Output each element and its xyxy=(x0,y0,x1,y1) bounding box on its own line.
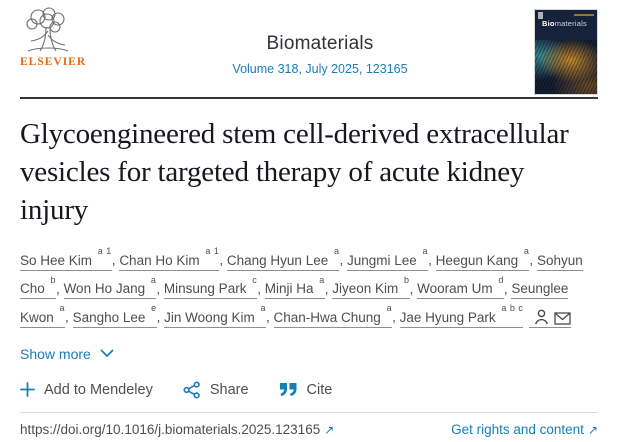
article-title: Glycoengineered stem cell-derived extrac… xyxy=(20,118,569,226)
journal-cover-thumbnail[interactable]: Biomaterials xyxy=(534,9,598,95)
doi-link[interactable]: https://doi.org/10.1016/j.biomaterials.2… xyxy=(20,422,334,437)
footer-links-row: https://doi.org/10.1016/j.biomaterials.2… xyxy=(20,413,598,442)
person-icon[interactable] xyxy=(534,309,549,325)
author-link[interactable]: Sangho Lee e xyxy=(72,303,157,328)
author-link[interactable]: Minsung Park c xyxy=(163,275,258,299)
journal-title[interactable]: Biomaterials xyxy=(266,33,374,54)
footer-top-divider xyxy=(20,411,598,413)
author-link[interactable]: Seunglee Kwon a xyxy=(20,281,569,328)
author-link[interactable]: Jin Woong Kim a xyxy=(164,303,266,328)
author-link[interactable]: Chan-Hwa Chung a xyxy=(273,303,393,328)
chevron-down-icon xyxy=(100,349,114,357)
author-link[interactable]: Chang Hyun Lee a xyxy=(226,246,340,271)
elsevier-logo[interactable]: ELSEVIER xyxy=(20,7,106,68)
external-link-icon: ↗ xyxy=(587,422,598,437)
author-link[interactable]: Jae Hyung Park a b c xyxy=(399,303,524,328)
elsevier-wordmark: ELSEVIER xyxy=(20,56,87,68)
show-more-label: Show more xyxy=(20,345,91,362)
plus-icon xyxy=(20,382,35,397)
author-link[interactable]: Jiyeon Kim b xyxy=(332,275,410,299)
author-link[interactable]: Wooram Um d xyxy=(417,275,504,299)
author-link[interactable]: So Hee Kim a 1 xyxy=(20,246,112,271)
action-toolbar: Add to Mendeley Share Cite xyxy=(20,380,598,399)
show-more-button[interactable]: Show more xyxy=(20,346,114,362)
author-link[interactable]: Heegun Kang a xyxy=(435,246,530,271)
add-to-mendeley-label: Add to Mendeley xyxy=(44,381,153,398)
share-button[interactable]: Share xyxy=(183,380,249,399)
author-link[interactable]: Won Ho Jang a xyxy=(63,275,157,299)
author-link[interactable]: Chan Ho Kim a 1 xyxy=(119,246,220,271)
doi-text: https://doi.org/10.1016/j.biomaterials.2… xyxy=(20,421,321,437)
cite-button[interactable]: Cite xyxy=(279,381,333,398)
share-label: Share xyxy=(209,381,249,398)
envelope-icon[interactable] xyxy=(554,311,572,325)
volume-issue-link[interactable]: Volume 318, July 2025, 123165 xyxy=(232,62,408,76)
cite-quotes-icon xyxy=(279,383,297,397)
cover-journal-title: Biomaterials xyxy=(542,19,587,28)
author-list: So Hee Kim a 1, Chan Ho Kim a 1, Chang H… xyxy=(20,244,598,330)
author-link[interactable]: Minji Ha a xyxy=(264,275,325,299)
external-link-icon: ↗ xyxy=(324,422,335,437)
cover-issue-text-decoration xyxy=(574,14,594,16)
cover-publisher-mark-icon xyxy=(538,12,543,19)
add-to-mendeley-button[interactable]: Add to Mendeley xyxy=(20,382,153,398)
share-icon xyxy=(183,380,200,398)
header-divider xyxy=(20,97,598,99)
corresponding-author-icons[interactable] xyxy=(529,309,572,328)
author-link[interactable]: Sohyun Cho b xyxy=(20,252,583,299)
journal-header-center: Biomaterials Volume 318, July 2025, 1231… xyxy=(106,7,534,78)
author-link[interactable]: Jungmi Lee a xyxy=(347,246,429,271)
rights-and-content-link[interactable]: Get rights and content ↗ xyxy=(451,422,598,437)
cover-artwork xyxy=(535,40,597,94)
cite-label: Cite xyxy=(306,381,333,398)
author-names: So Hee Kim a 1, Chan Ho Kim a 1, Chang H… xyxy=(20,246,583,328)
rights-label: Get rights and content xyxy=(451,421,584,437)
elsevier-tree-icon xyxy=(26,7,69,52)
journal-header: ELSEVIER Biomaterials Volume 318, July 2… xyxy=(20,0,598,97)
